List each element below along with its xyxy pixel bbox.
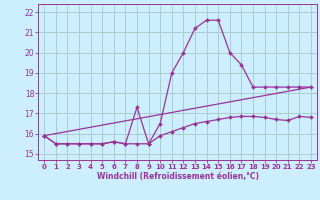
X-axis label: Windchill (Refroidissement éolien,°C): Windchill (Refroidissement éolien,°C) bbox=[97, 172, 259, 181]
